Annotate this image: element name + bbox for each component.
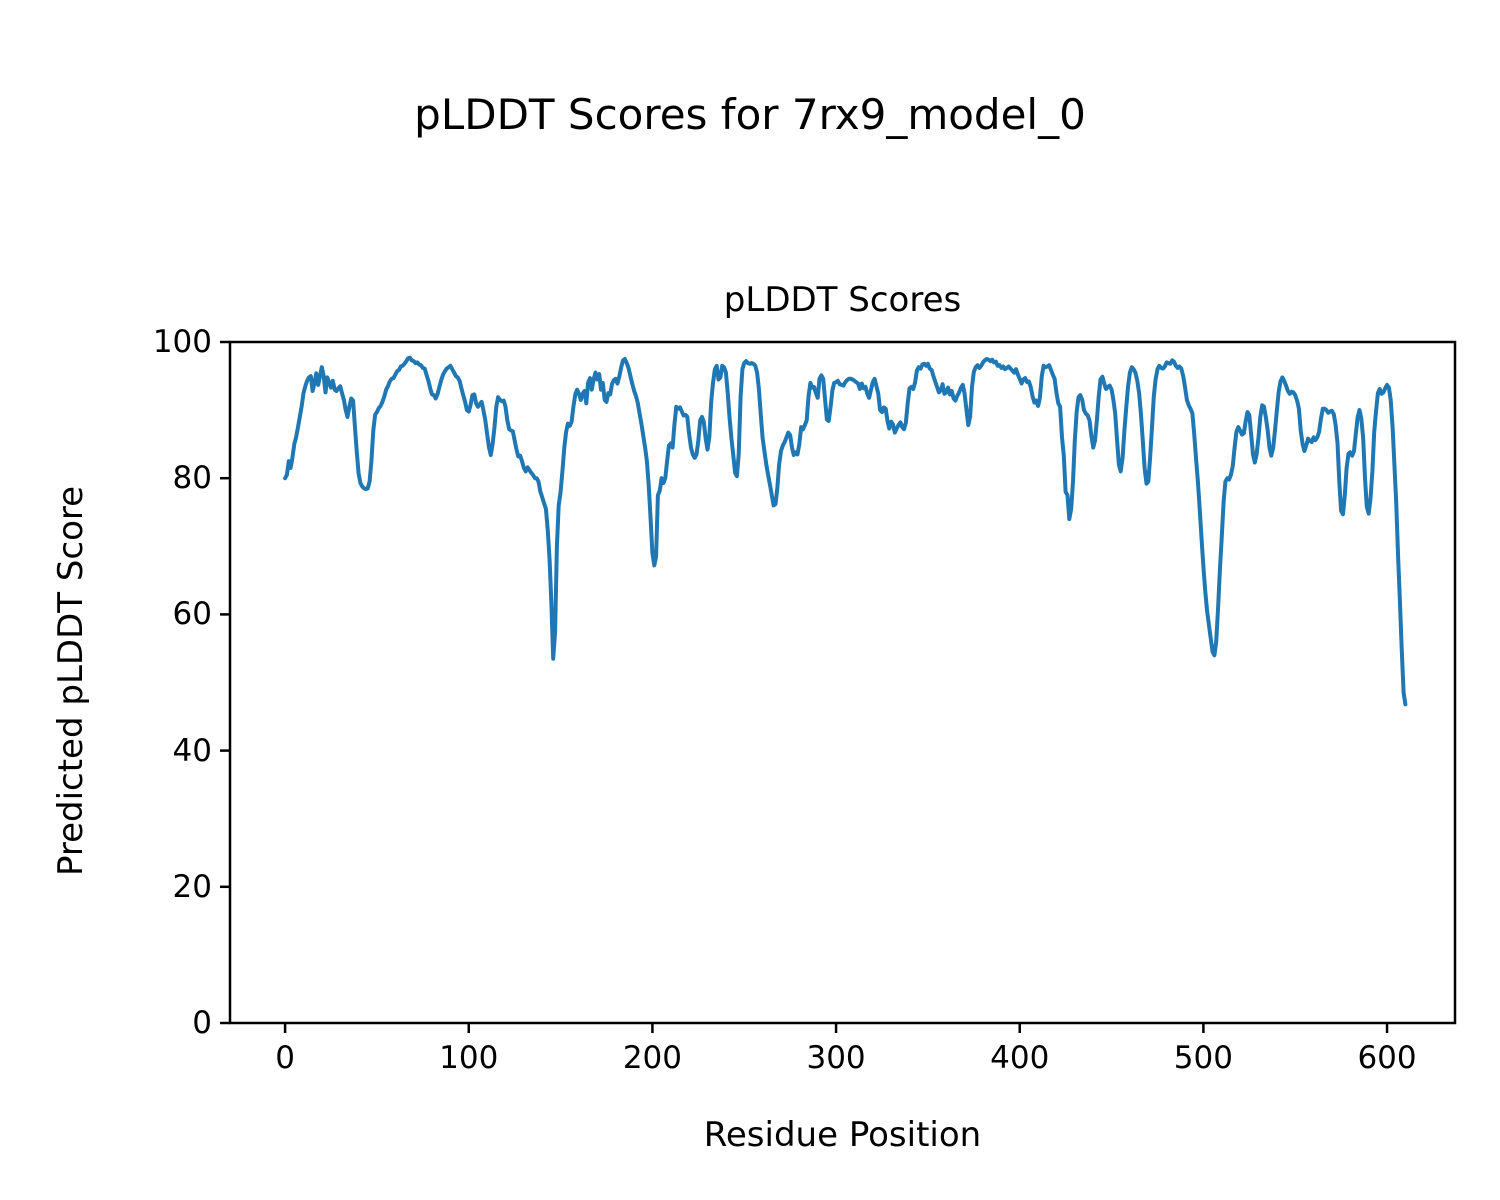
axes-frame	[228, 340, 1457, 1025]
tick-marks	[220, 340, 1389, 1033]
x-tick-label: 600	[1357, 1040, 1417, 1076]
x-tick-label: 100	[439, 1040, 499, 1076]
x-tick-label: 0	[275, 1040, 295, 1076]
x-tick-label: 400	[990, 1040, 1050, 1076]
y-tick-label: 80	[172, 460, 212, 497]
y-tick-label: 0	[192, 1005, 212, 1041]
x-tick-label: 500	[1173, 1040, 1233, 1076]
axes-title: pLDDT Scores	[723, 280, 962, 320]
x-tick-label: 200	[622, 1040, 682, 1076]
x-tick-label: 300	[806, 1040, 866, 1076]
y-tick-label: 100	[152, 324, 212, 360]
y-tick-label: 60	[172, 596, 212, 633]
y-tick-label: 40	[172, 732, 212, 769]
x-axis-label: Residue Position	[703, 1115, 982, 1155]
figure-suptitle: pLDDT Scores for 7rx9_model_0	[414, 90, 1086, 139]
y-tick-label: 20	[172, 868, 212, 905]
plddt-line-series	[283, 355, 1408, 707]
